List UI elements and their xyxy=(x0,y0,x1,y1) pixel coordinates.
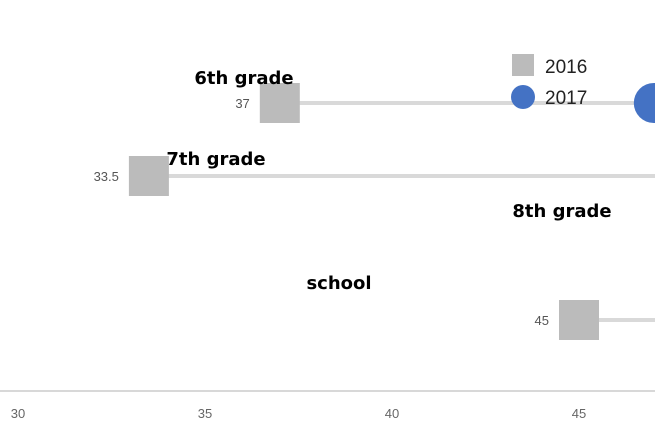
marker-2016 xyxy=(128,156,169,196)
category-label: 6th grade xyxy=(194,68,293,89)
legend-circle-2017 xyxy=(511,85,535,109)
marker-2017 xyxy=(633,83,655,123)
category-label: school xyxy=(306,273,371,294)
x-tick-labels: 30354045505560 xyxy=(11,406,586,421)
legend-label-2017: 2017 xyxy=(545,88,587,109)
legend: 2016 2017 xyxy=(511,54,587,109)
data-label-2016: 45 xyxy=(535,313,549,328)
marker-2016 xyxy=(559,300,599,340)
x-tick-label: 35 xyxy=(198,406,212,421)
data-label-2016: 33.5 xyxy=(94,169,119,184)
legend-label-2016: 2016 xyxy=(545,57,587,78)
category-label: 7th grade xyxy=(166,149,265,170)
category-label: 8th grade xyxy=(512,201,611,222)
x-tick-label: 40 xyxy=(385,406,399,421)
data-label-2016: 37 xyxy=(235,96,249,111)
legend-square-2016 xyxy=(512,54,534,76)
x-tick-label: 45 xyxy=(572,406,586,421)
connector-layer xyxy=(148,101,655,322)
marker-2016 xyxy=(259,83,300,123)
x-tick-label: 30 xyxy=(11,406,25,421)
